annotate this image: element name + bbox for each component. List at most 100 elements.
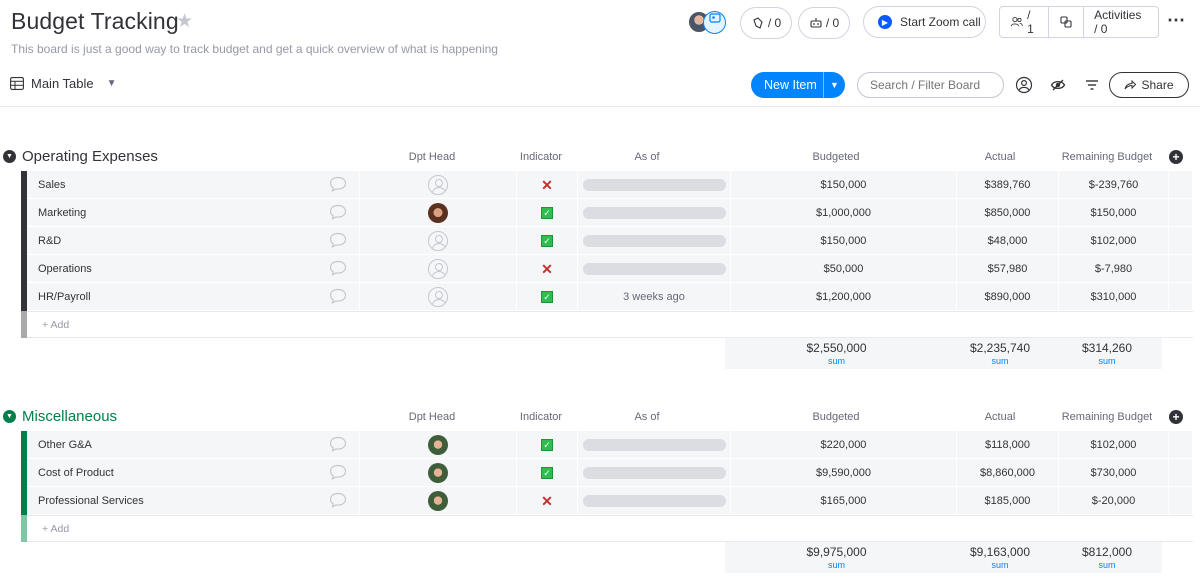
actual-cell[interactable]: $57,980 [957,255,1059,283]
remaining-cell[interactable]: $-239,760 [1059,171,1169,199]
actual-cell[interactable]: $8,860,000 [957,459,1059,487]
indicator-cell[interactable]: ✕ [517,255,578,283]
add-item-label[interactable]: + Add [27,515,1193,542]
as-of-cell[interactable] [578,171,731,199]
integrations-button[interactable]: / 0 [798,7,850,39]
table-row[interactable]: HR/Payroll ✓ 3 weeks ago $1,200,000 $890,000… [21,283,1193,311]
eye-hide-icon[interactable] [1048,75,1068,95]
indicator-cell[interactable]: ✕ [517,171,578,199]
as-of-cell[interactable] [578,255,731,283]
actual-cell[interactable]: $890,000 [957,283,1059,311]
indicator-cell[interactable]: ✓ [517,431,578,459]
item-name-cell[interactable]: Operations [27,255,360,283]
remaining-cell[interactable]: $730,000 [1059,459,1169,487]
dpt-head-cell[interactable] [360,255,517,283]
dpt-head-cell[interactable] [360,487,517,515]
column-header-dpt-head[interactable]: Dpt Head [408,411,456,423]
budgeted-cell[interactable]: $50,000 [731,255,957,283]
remaining-cell[interactable]: $150,000 [1059,199,1169,227]
remaining-cell[interactable]: $102,000 [1059,431,1169,459]
budgeted-cell[interactable]: $150,000 [731,171,957,199]
table-row[interactable]: Sales ✕ $150,000 $389,760 $-239,760 [21,171,1193,199]
dpt-head-cell[interactable] [360,199,517,227]
item-name-cell[interactable]: R&D [27,227,360,255]
as-of-cell[interactable] [578,431,731,459]
dpt-head-cell[interactable] [360,459,517,487]
board-description[interactable]: This board is just a good way to track b… [11,42,498,56]
group-header-operating-expenses[interactable]: ▼ Operating Expenses [3,146,158,166]
budgeted-cell[interactable]: $1,000,000 [731,199,957,227]
comment-bubble-icon[interactable] [329,204,347,220]
item-name-cell[interactable]: Cost of Product [27,459,360,487]
as-of-cell[interactable] [578,459,731,487]
dpt-head-cell[interactable] [360,283,517,311]
view-tab-main-table[interactable]: Main Table ▼ [10,76,117,91]
favorite-star-icon[interactable]: ★ [176,11,194,32]
budgeted-cell[interactable]: $220,000 [731,431,957,459]
item-name-cell[interactable]: HR/Payroll [27,283,360,311]
item-name-cell[interactable]: Other G&A [27,431,360,459]
indicator-cell[interactable]: ✓ [517,459,578,487]
filter-icon[interactable] [1082,75,1102,95]
more-options-icon[interactable]: ⋯ [1167,10,1186,30]
item-name-cell[interactable]: Sales [27,171,360,199]
table-row[interactable]: Cost of Product ✓ $9,590,000 $8,860,000 $730… [21,459,1193,487]
add-item-row[interactable]: + Add [21,515,1193,542]
add-column-button[interactable]: + [1169,150,1183,164]
actual-cell[interactable]: $118,000 [957,431,1059,459]
collapse-group-icon[interactable]: ▼ [3,409,16,423]
new-item-button[interactable]: New Item ▼ [751,72,845,98]
actual-cell[interactable]: $48,000 [957,227,1059,255]
activities-button[interactable]: Activities / 0 [1084,7,1158,37]
dpt-head-cell[interactable] [360,171,517,199]
item-name-cell[interactable]: Marketing [27,199,360,227]
remaining-cell[interactable]: $-7,980 [1059,255,1169,283]
actual-cell[interactable]: $389,760 [957,171,1059,199]
budgeted-cell[interactable]: $150,000 [731,227,957,255]
comment-bubble-icon[interactable] [329,288,347,304]
table-row[interactable]: Other G&A ✓ $220,000 $118,000 $102,000 [21,431,1193,459]
comment-bubble-icon[interactable] [329,232,347,248]
indicator-cell[interactable]: ✓ [517,283,578,311]
members-button[interactable]: / 1 [1000,7,1050,37]
automations-button[interactable] [1049,7,1085,37]
budgeted-cell[interactable]: $1,200,000 [731,283,957,311]
collapse-group-icon[interactable]: ▼ [3,149,16,163]
remaining-cell[interactable]: $-20,000 [1059,487,1169,515]
chevron-down-icon[interactable]: ▼ [106,78,117,89]
remaining-cell[interactable]: $102,000 [1059,227,1169,255]
dpt-head-cell[interactable] [360,431,517,459]
comment-bubble-icon[interactable] [329,492,347,508]
column-header-budgeted[interactable]: Budgeted [812,411,860,423]
budgeted-cell[interactable]: $9,590,000 [731,459,957,487]
item-name-cell[interactable]: Professional Services [27,487,360,515]
table-row[interactable]: Professional Services ✕ $165,000 $185,000 $-… [21,487,1193,515]
updates-button[interactable]: / 0 [740,7,792,39]
group-title[interactable]: Miscellaneous [22,407,118,425]
comment-bubble-icon[interactable] [329,464,347,480]
dpt-head-cell[interactable] [360,227,517,255]
indicator-cell[interactable]: ✓ [517,227,578,255]
indicator-cell[interactable]: ✕ [517,487,578,515]
group-header-miscellaneous[interactable]: ▼ Miscellaneous [3,406,117,426]
add-item-label[interactable]: + Add [27,311,1193,338]
board-subscribers[interactable] [688,11,728,35]
as-of-cell[interactable] [578,199,731,227]
column-header-budgeted[interactable]: Budgeted [812,151,860,163]
as-of-cell[interactable] [578,227,731,255]
table-row[interactable]: R&D ✓ $150,000 $48,000 $102,000 [21,227,1193,255]
as-of-cell[interactable]: 3 weeks ago [578,283,731,311]
remaining-cell[interactable]: $310,000 [1059,283,1169,311]
person-filter-icon[interactable] [1014,75,1034,95]
comment-bubble-icon[interactable] [329,260,347,276]
budgeted-cell[interactable]: $165,000 [731,487,957,515]
column-header-indicator[interactable]: Indicator [519,411,563,423]
table-row[interactable]: Operations ✕ $50,000 $57,980 $-7,980 [21,255,1193,283]
indicator-cell[interactable]: ✓ [517,199,578,227]
share-button[interactable]: Share [1109,72,1189,98]
comment-bubble-icon[interactable] [329,436,347,452]
column-header-as-of[interactable]: As of [634,151,660,163]
column-header-indicator[interactable]: Indicator [519,151,563,163]
group-title[interactable]: Operating Expenses [22,147,158,165]
start-zoom-call-button[interactable]: ▶ Start Zoom call [863,6,986,38]
